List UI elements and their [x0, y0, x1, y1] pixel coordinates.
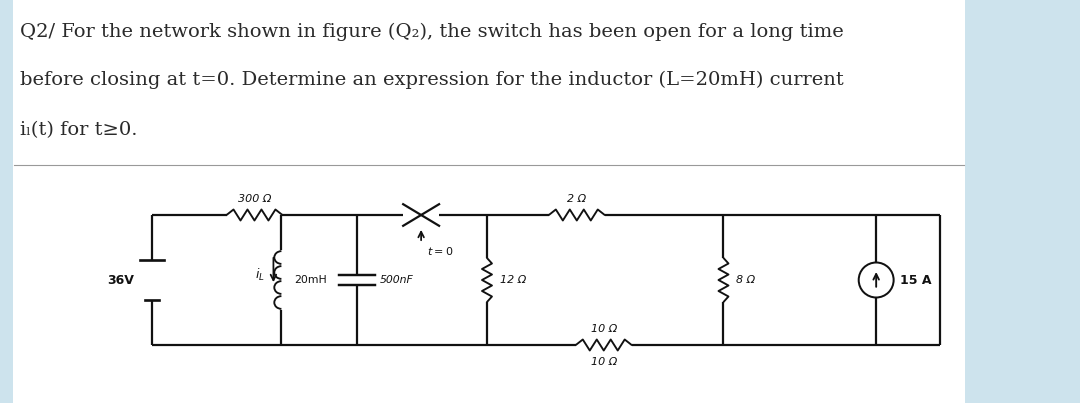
Text: $i_L$: $i_L$	[255, 267, 265, 283]
Text: 2 Ω: 2 Ω	[567, 194, 586, 204]
Text: 12 Ω: 12 Ω	[500, 275, 526, 285]
Text: 36V: 36V	[107, 274, 134, 287]
Text: 500nF: 500nF	[380, 275, 414, 285]
Text: 300 Ω: 300 Ω	[238, 194, 271, 204]
Text: 15 A: 15 A	[900, 274, 931, 287]
Text: 10 Ω: 10 Ω	[591, 324, 617, 334]
Text: before closing at t=0. Determine an expression for the inductor (L=20mH) current: before closing at t=0. Determine an expr…	[19, 71, 843, 89]
Text: Q2/ For the network shown in figure (Q₂), the switch has been open for a long ti: Q2/ For the network shown in figure (Q₂)…	[19, 23, 843, 41]
Text: $t=0$: $t=0$	[427, 245, 454, 257]
Text: 20mH: 20mH	[295, 275, 327, 285]
FancyBboxPatch shape	[13, 0, 966, 403]
Text: 8 Ω: 8 Ω	[737, 275, 756, 285]
Text: iₗ(t) for t≥0.: iₗ(t) for t≥0.	[19, 121, 137, 139]
Text: 10 Ω: 10 Ω	[591, 357, 617, 367]
